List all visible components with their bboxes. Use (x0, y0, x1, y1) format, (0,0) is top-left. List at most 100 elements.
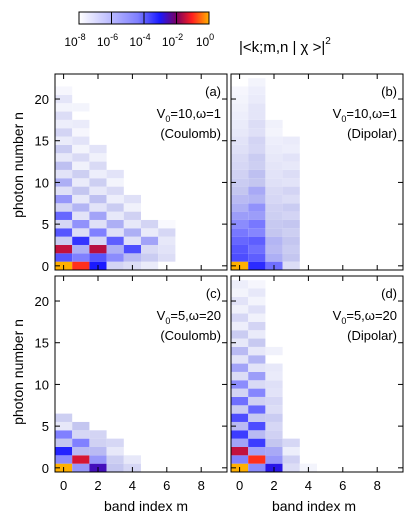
y-axis-label-top: photon number n (10, 112, 26, 218)
heatmap-cell (231, 153, 249, 162)
heatmap-cell (106, 236, 124, 245)
heatmap-cell (265, 178, 283, 187)
x-axis-label-right: band index m (272, 498, 356, 514)
heatmap-cell (231, 280, 249, 289)
y-tick-label: 5 (42, 419, 49, 434)
heatmap-cell (231, 405, 249, 414)
heatmap-cell (248, 430, 266, 439)
heatmap-cell (248, 321, 266, 331)
heatmap-cell (123, 203, 141, 212)
y-axis-label-bottom: photon number n (10, 319, 26, 425)
heatmap-cell (55, 211, 73, 220)
heatmap-cell (231, 363, 249, 372)
heatmap-cell (248, 86, 266, 95)
heatmap-cell (89, 438, 107, 447)
heatmap-cell (282, 228, 300, 237)
heatmap-cell (265, 169, 283, 179)
colorbar-tick-labels: 10-8 10-6 10-4 10-2 100 (64, 32, 214, 49)
heatmap-cell (106, 446, 124, 456)
x-tick-label: 0 (60, 478, 67, 493)
y-tick-label: 0 (42, 259, 49, 274)
heatmap-cell (55, 153, 73, 162)
heatmap-cell (248, 78, 266, 87)
heatmap-cell (248, 413, 266, 422)
heatmap-cell (265, 144, 283, 154)
heatmap-cell (248, 288, 266, 297)
y-tick-label: 20 (35, 294, 49, 309)
heatmap-cell (141, 236, 159, 245)
heatmap-cell (106, 463, 124, 472)
heatmap-cell (265, 380, 283, 389)
colorbar-tick-label: 100 (196, 32, 214, 49)
colorbar-ticks (78, 12, 210, 24)
heatmap-cell (55, 228, 73, 237)
heatmap-cell (248, 119, 266, 129)
heatmap-cell (248, 128, 266, 137)
panels: 05101520(a)V0=10,ω=1(Coulomb)(b)V0=10,ω=… (35, 73, 404, 493)
heatmap-cell (265, 236, 283, 245)
x-tick-label: 2 (270, 478, 277, 493)
heatmap-cell (55, 186, 73, 195)
heatmap-cell (89, 169, 107, 179)
heatmap-cell (123, 236, 141, 245)
heatmap-cell (141, 228, 159, 237)
heatmap-cell (248, 178, 266, 187)
x-tick-label: 2 (94, 478, 101, 493)
heatmap-cell (231, 430, 249, 439)
heatmap-cell (231, 94, 249, 104)
colorbar-label-text: |<k;m,n | χ >| (239, 39, 325, 56)
heatmap-cell (231, 380, 249, 389)
heatmap-cell (89, 144, 107, 154)
heatmap-cell (248, 346, 266, 356)
heatmap-cell (248, 380, 266, 389)
heatmap-cell (55, 86, 73, 95)
x-tick-label: 6 (339, 478, 346, 493)
heatmap-cell (158, 253, 176, 262)
heatmap-cell (72, 119, 90, 129)
heatmap-cell (72, 128, 90, 137)
heatmap-cell (265, 186, 283, 195)
heatmap-cell (248, 446, 266, 456)
heatmap-cell (72, 203, 90, 212)
heatmap-cell (141, 219, 159, 229)
colorbar-tick-label: 10-6 (97, 32, 118, 49)
heatmap-cell (106, 211, 124, 220)
heatmap-cell (265, 438, 283, 447)
potential-label: (Coulomb) (160, 328, 221, 343)
heatmap-cell (248, 363, 266, 372)
heatmap-cell (89, 244, 107, 254)
heatmap-cell (248, 305, 266, 314)
heatmap-cell (89, 203, 107, 212)
heatmap-cell (106, 186, 124, 195)
potential-label: (Coulomb) (160, 126, 221, 141)
heatmap-cell (231, 455, 249, 464)
colorbar-label: |<k;m,n | χ >|2 (239, 36, 331, 56)
heatmap-cell (106, 169, 124, 179)
heatmap-cell (55, 194, 73, 204)
heatmap-cell (282, 203, 300, 212)
heatmap-cell (72, 446, 90, 456)
heatmap-cell (231, 338, 249, 347)
heatmap-cell (72, 228, 90, 237)
heatmap-cell (55, 413, 73, 422)
heatmap-cell (55, 219, 73, 229)
x-axis-label-left: band index m (104, 498, 188, 514)
heatmap-cell (72, 261, 90, 270)
heatmap-cell (265, 128, 283, 137)
heatmap-cell (89, 211, 107, 220)
y-tick-label: 15 (35, 336, 49, 351)
heatmap-cell (55, 430, 73, 439)
panel-label: (b) (381, 84, 397, 99)
heatmap-cell (72, 421, 90, 431)
heatmap-cell (248, 144, 266, 154)
heatmap-cell (248, 103, 266, 112)
panel-a: 0 5 10 15 20 (a) V0=10,ω=1 (Coulomb) (35, 73, 228, 274)
heatmap-cell (248, 261, 266, 270)
heatmap-cell (265, 153, 283, 162)
heatmap-cell (265, 203, 283, 212)
heatmap-cell (231, 355, 249, 364)
heatmap-cell (282, 169, 300, 179)
heatmap-cell (89, 186, 107, 195)
heatmap-cell (231, 421, 249, 431)
